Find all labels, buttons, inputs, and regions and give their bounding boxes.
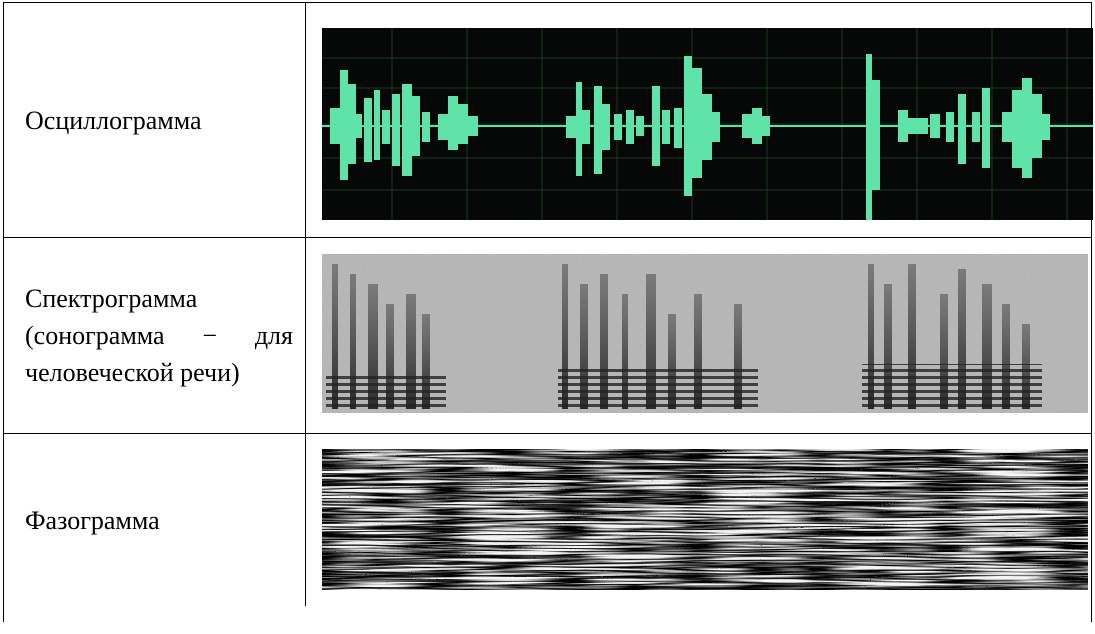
- table-cell: Осциллограмма: [4, 3, 306, 237]
- cell-text: Спектрограмма (сонограмма − для человече…: [25, 280, 293, 391]
- table-cell: Спектрограмма (сонограмма − для человече…: [4, 238, 306, 433]
- table-cell: Фазограмма: [4, 434, 306, 606]
- cell-text: Фазограмма: [25, 502, 293, 539]
- page: {"table": {"rows": [ ["Осциллограмма"], …: [0, 0, 1095, 602]
- table-row: Осциллограмма: [4, 3, 1091, 238]
- phasogram-image: [322, 449, 1088, 590]
- table-row: Фазограмма: [4, 434, 1091, 634]
- table: Осциллограмма: [3, 2, 1092, 622]
- cell-text: Осциллограмма: [25, 102, 293, 139]
- spectrogram-image: [322, 254, 1088, 413]
- oscillogram-image: [322, 28, 1093, 220]
- table-row: Спектрограмма (сонограмма − для человече…: [4, 238, 1091, 434]
